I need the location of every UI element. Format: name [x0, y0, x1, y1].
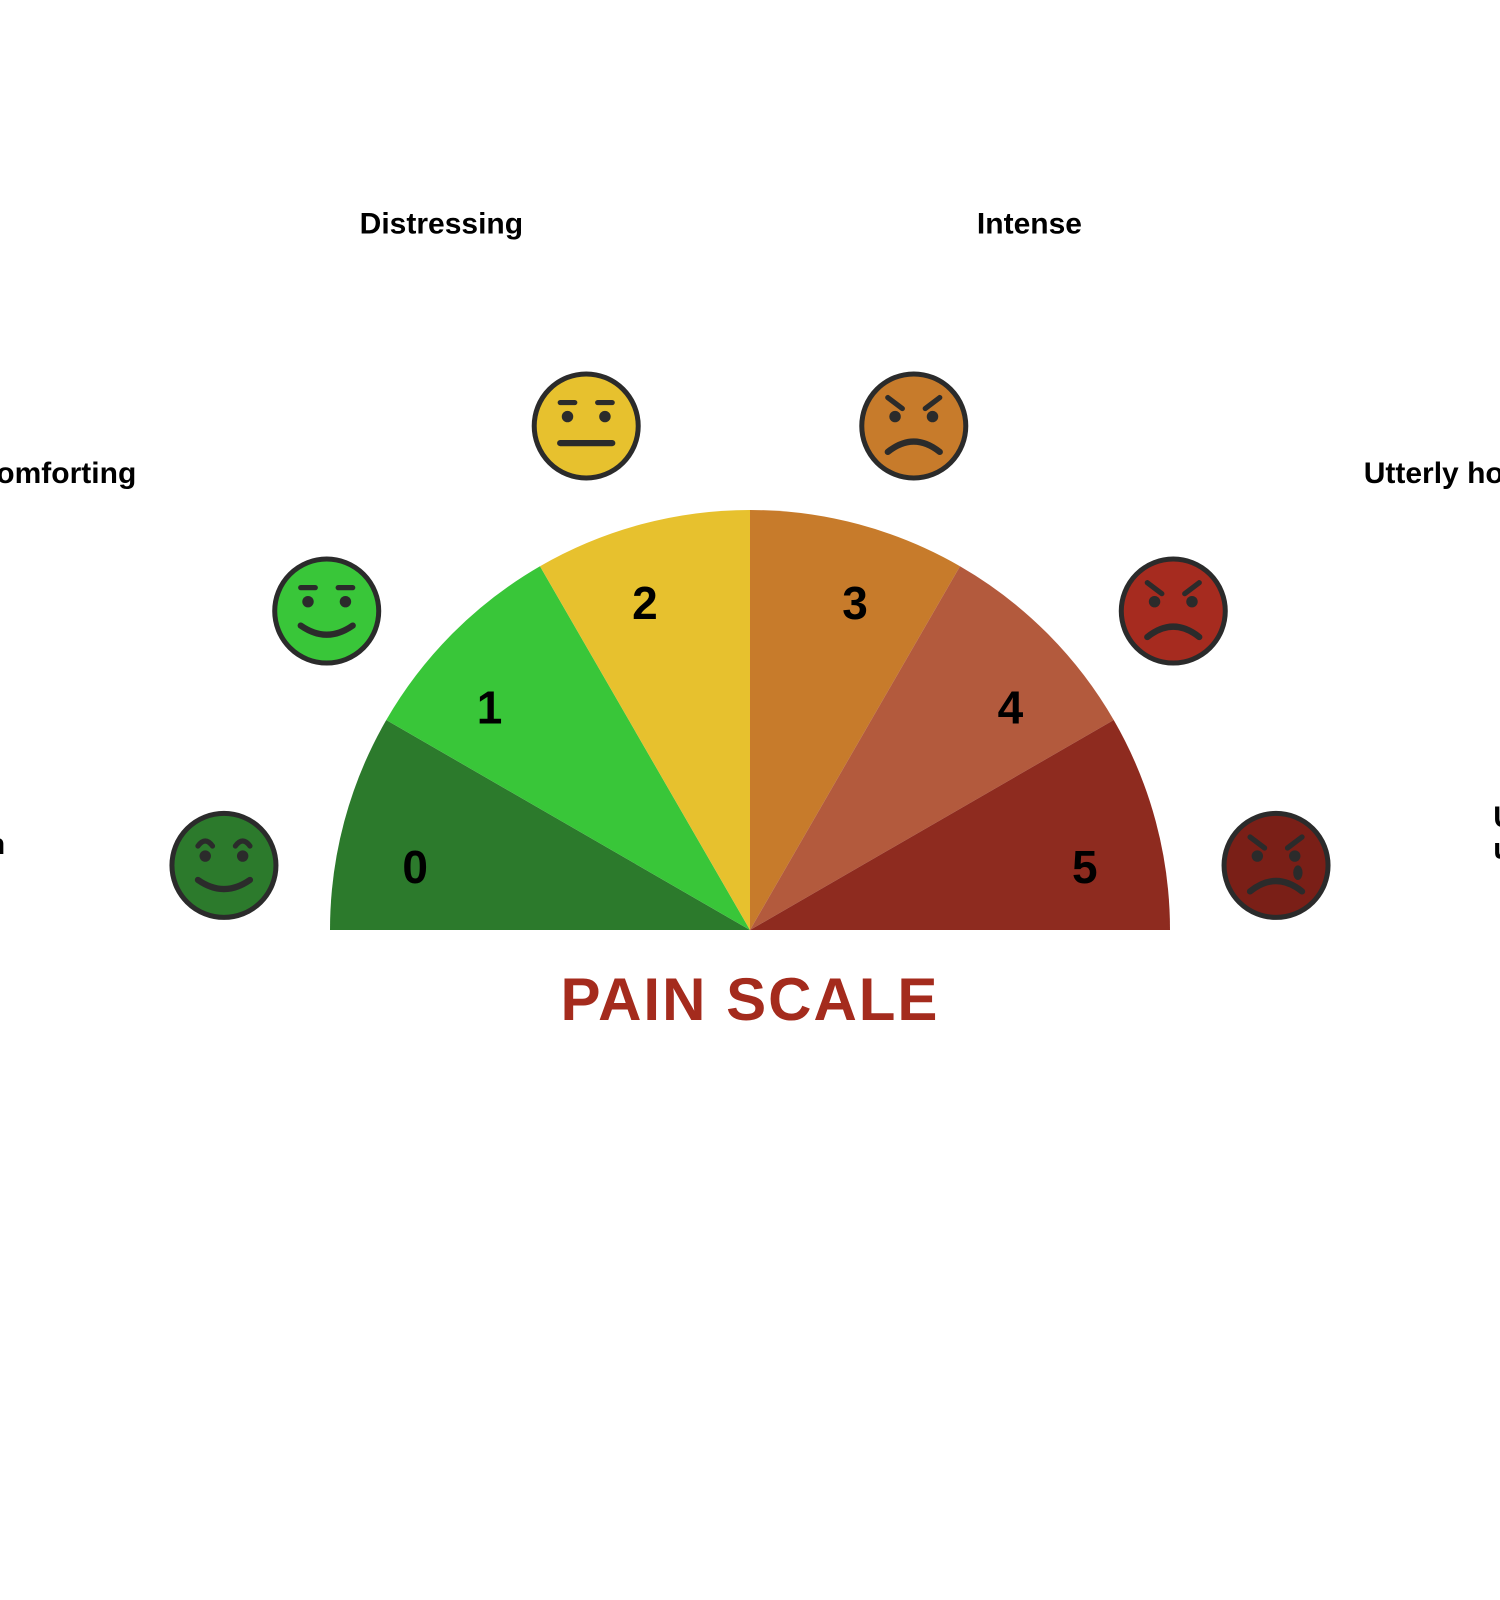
gauge-label-5: Unimaginableunspeakable	[1493, 801, 1500, 866]
gauge-label-0: No pain	[0, 828, 5, 861]
face-icon-smile-brows-up	[172, 813, 276, 917]
gauge-label-1: Discomforting	[0, 457, 136, 490]
chart-title: PAIN SCALE	[0, 965, 1500, 1034]
face-icon-smile-brows-flat	[275, 559, 379, 663]
gauge-label-3: Intense	[977, 207, 1082, 240]
face-icon-frown-brows-angry-tear	[1224, 813, 1328, 917]
face-icon-frown-brows-angry	[862, 374, 966, 478]
gauge-number-3: 3	[842, 577, 868, 629]
pain-scale-infographic: 0 1 2 3 4 5 No pain Discomforting Distressing Int…	[0, 0, 1500, 1600]
gauge-number-1: 1	[477, 682, 503, 734]
gauge-label-2: Distressing	[360, 207, 523, 240]
gauge-number-4: 4	[998, 682, 1024, 734]
gauge-label-4: Utterly horrible	[1364, 457, 1500, 490]
gauge-number-5: 5	[1072, 841, 1098, 893]
face-icon-neutral	[534, 374, 638, 478]
gauge-chart: 0 1 2 3 4 5 No pain Discomforting Distressing Int…	[0, 0, 1500, 1600]
gauge-number-0: 0	[402, 841, 428, 893]
gauge-number-2: 2	[632, 577, 658, 629]
face-icon-frown-brows-angry	[1121, 559, 1225, 663]
